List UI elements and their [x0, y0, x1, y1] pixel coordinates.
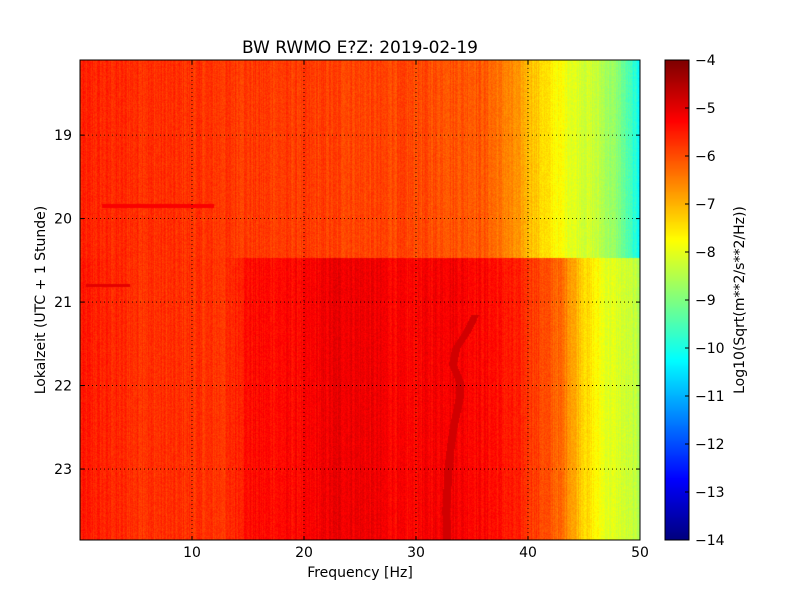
colorbar-tick-label: −11 — [695, 389, 725, 405]
x-tick-label: 20 — [295, 545, 313, 561]
colorbar-tick-label: −5 — [695, 101, 716, 117]
y-tick-label: 19 — [54, 128, 72, 144]
x-tick-label: 40 — [519, 545, 537, 561]
axis-ticks: 10 20 30 40 50 19 20 21 22 23 — [54, 60, 649, 561]
y-tick-label: 21 — [54, 295, 72, 311]
colorbar: −4 −5 −6 −7 −8 −9 −10 −11 −12 −13 −14 Log10(Sqrt(m… — [664, 53, 748, 549]
y-tick-label: 23 — [54, 462, 72, 478]
colorbar-tick-label: −8 — [695, 245, 716, 261]
colorbar-tick-label: −7 — [695, 197, 716, 213]
x-tick-label: 10 — [183, 545, 201, 561]
colorbar-tick-label: −10 — [695, 341, 725, 357]
x-tick-label: 30 — [407, 545, 425, 561]
colorbar-tick-label: −6 — [695, 149, 716, 165]
chart-title: BW RWMO E?Z: 2019-02-19 — [242, 38, 478, 58]
colorbar-tick-label: −14 — [695, 533, 725, 549]
x-axis-label: Frequency [Hz] — [307, 565, 413, 581]
colorbar-tick-label: −4 — [695, 53, 716, 69]
colorbar-tick-label: −9 — [695, 293, 716, 309]
x-tick-label: 50 — [631, 545, 649, 561]
y-axis-label: Lokalzeit (UTC + 1 Stunde) — [33, 206, 49, 395]
colorbar-ticks: −4 −5 −6 −7 −8 −9 −10 −11 −12 −13 −14 — [685, 53, 725, 549]
plot-frame — [79, 59, 641, 541]
colorbar-label: Log10(Sqrt(m**2/s**2/Hz)) — [732, 206, 748, 394]
y-tick-label: 22 — [54, 379, 72, 395]
plot-area: 10 20 30 40 50 19 20 21 22 23 — [54, 59, 649, 561]
colorbar-tick-label: −12 — [695, 437, 725, 453]
grid-lines — [80, 60, 640, 540]
y-tick-label: 20 — [54, 212, 72, 228]
colorbar-tick-label: −13 — [695, 485, 725, 501]
spectrogram-heatmap — [80, 60, 640, 540]
